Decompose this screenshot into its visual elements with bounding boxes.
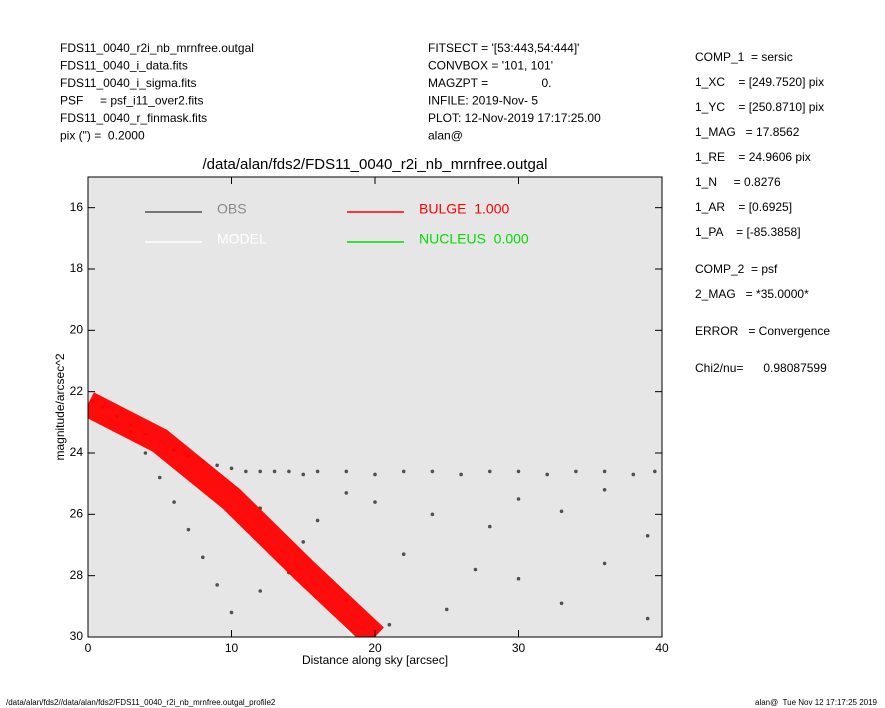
obs-point	[373, 500, 377, 504]
obs-point	[301, 472, 306, 477]
bulge-band	[88, 392, 384, 637]
fit-parameter: 1_YC = [250.8710] pix	[695, 100, 824, 114]
obs-point	[315, 518, 320, 523]
obs-point	[602, 469, 607, 474]
plot-area	[88, 177, 662, 637]
obs-point	[459, 472, 463, 477]
data-layer	[88, 392, 657, 637]
obs-point	[545, 472, 549, 477]
obs-point	[559, 601, 564, 606]
obs-point	[631, 472, 636, 477]
legend-label: BULGE 1.000	[419, 201, 509, 217]
fit-parameter: 1_MAG = 17.8562	[695, 125, 800, 139]
fit-parameter: ERROR = Convergence	[695, 324, 830, 338]
y-tick-label: 26	[70, 507, 84, 521]
obs-point	[201, 555, 205, 560]
fit-parameter: 1_RE = 24.9606 pix	[695, 150, 811, 164]
legend-label: MODEL	[217, 231, 267, 247]
header-line: FDS11_0040_i_sigma.fits	[60, 76, 197, 90]
obs-point	[157, 475, 162, 480]
obs-point	[215, 583, 219, 587]
header-line: FITSECT = '[53:443,54:444]'	[428, 41, 579, 55]
x-axis-label: Distance along sky [arcsec]	[302, 653, 448, 667]
fit-parameter: 1_AR = [0.6925]	[695, 200, 792, 214]
fit-parameter: 1_XC = [249.7520] pix	[695, 75, 824, 89]
header-line: CONVBOX = '101, 101'	[428, 59, 553, 73]
obs-point	[574, 469, 578, 474]
legend-label: OBS	[217, 201, 247, 217]
y-tick-label: 28	[70, 568, 84, 582]
header-line: FDS11_0040_r_finmask.fits	[60, 111, 207, 125]
footer-right: alan@ Tue Nov 12 17:17:25 2019	[755, 698, 878, 707]
obs-point	[272, 469, 277, 474]
fit-parameter: 2_MAG = *35.0000*	[695, 287, 809, 301]
header-line: FDS11_0040_i_data.fits	[60, 59, 188, 73]
fit-parameter: 1_PA = [-85.3858]	[695, 225, 801, 239]
x-tick-label: 30	[512, 641, 526, 655]
obs-point	[653, 469, 657, 474]
y-tick-label: 24	[70, 445, 84, 459]
fit-parameter: Chi2/nu= 0.98087599	[695, 361, 827, 375]
obs-point	[287, 469, 291, 474]
obs-point	[315, 469, 320, 474]
obs-point	[258, 589, 263, 593]
fit-parameter: 1_N = 0.8276	[695, 175, 781, 189]
obs-point	[401, 552, 406, 556]
obs-point	[488, 524, 492, 529]
obs-point	[516, 469, 521, 474]
fit-parameter: COMP_2 = psf	[695, 262, 778, 276]
header-line: pix (") = 0.2000	[60, 129, 145, 143]
obs-point	[559, 509, 564, 514]
header-line: MAGZPT = 0.	[428, 76, 551, 90]
header-line: PSF = psf_i11_over2.fits	[60, 94, 204, 108]
y-tick-label: 30	[70, 629, 84, 643]
obs-point	[602, 488, 607, 492]
header-line: alan@	[428, 129, 463, 143]
obs-point	[258, 469, 263, 474]
obs-point	[430, 469, 435, 474]
y-tick-label: 18	[70, 261, 84, 275]
obs-point	[645, 534, 650, 538]
obs-point	[488, 469, 492, 474]
obs-point	[344, 469, 349, 474]
obs-point	[186, 527, 191, 532]
chart-title: /data/alan/fds2/FDS11_0040_r2i_nb_mrnfre…	[203, 156, 548, 173]
x-tick-label: 10	[225, 641, 239, 655]
header-line: FDS11_0040_r2i_nb_mrnfree.outgal	[60, 41, 254, 55]
obs-point	[444, 607, 449, 612]
y-tick-label: 22	[70, 384, 84, 398]
obs-point	[229, 610, 234, 615]
obs-point	[516, 497, 521, 501]
legend-label: NUCLEUS 0.000	[419, 231, 529, 247]
y-axis-label: magnitude/arcsec^2	[53, 353, 67, 460]
obs-point	[430, 512, 435, 517]
obs-point	[645, 616, 650, 621]
obs-point	[172, 500, 176, 504]
obs-point	[244, 469, 248, 474]
y-tick-label: 16	[70, 200, 84, 214]
obs-point	[401, 469, 406, 474]
obs-point	[473, 567, 478, 572]
obs-point	[602, 561, 607, 566]
obs-point	[516, 576, 521, 581]
header-line: INFILE: 2019-Nov- 5	[428, 94, 538, 108]
obs-point	[387, 622, 392, 627]
obs-point	[344, 491, 349, 495]
obs-point	[301, 540, 306, 544]
header-line: PLOT: 12-Nov-2019 17:17:25.00	[428, 111, 601, 125]
y-tick-label: 20	[70, 323, 84, 337]
x-tick-label: 20	[368, 641, 382, 655]
x-tick-label: 40	[655, 641, 669, 655]
footer-left: /data/alan/fds2//data/alan/fds2/FDS11_00…	[6, 698, 276, 707]
obs-point	[373, 472, 377, 477]
x-tick-label: 0	[85, 641, 92, 655]
obs-point	[215, 463, 219, 468]
obs-point	[143, 451, 148, 455]
obs-point	[229, 466, 234, 471]
fit-parameter: COMP_1 = sersic	[695, 50, 793, 64]
